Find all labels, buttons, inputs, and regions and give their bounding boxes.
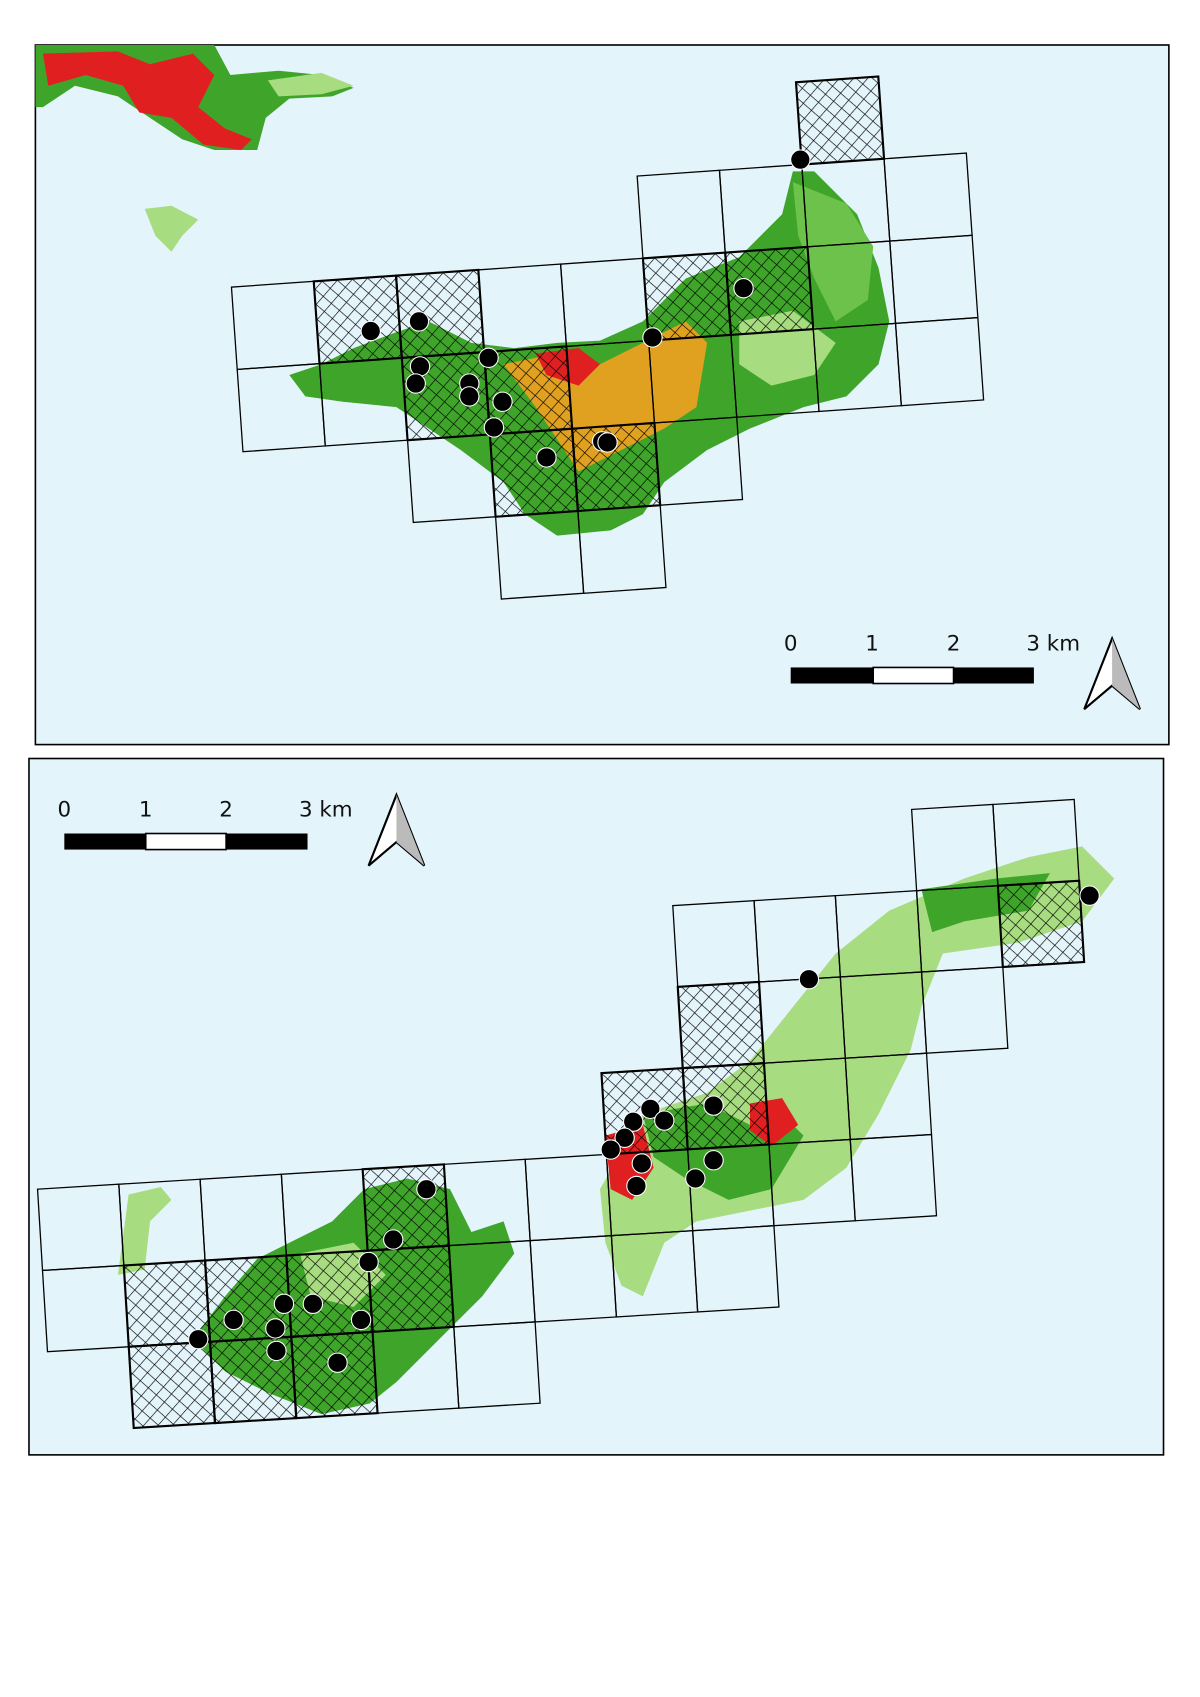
scale-label: 3 km <box>299 797 353 822</box>
site-dot <box>383 1229 404 1250</box>
site-dot <box>790 149 811 170</box>
site-dot <box>798 969 820 990</box>
site-dot <box>266 1340 287 1362</box>
urban-area <box>42 51 252 150</box>
site-dot <box>459 386 480 407</box>
site-dot <box>623 1111 644 1132</box>
vegetation <box>267 72 354 97</box>
site-dot <box>654 1110 675 1131</box>
site-dot <box>703 1095 724 1116</box>
site-dot <box>640 1098 661 1120</box>
site-dot <box>614 1127 635 1148</box>
site-dot <box>273 1293 295 1314</box>
hatched-cell <box>394 268 486 360</box>
site-dot <box>703 1150 724 1171</box>
site-dot <box>631 1153 652 1174</box>
scale-label: 3 km <box>1026 631 1080 656</box>
grid-cell <box>577 504 667 594</box>
site-dot <box>597 432 618 453</box>
site-dot <box>642 327 663 348</box>
scale-label: 0 <box>58 797 72 822</box>
islet <box>144 205 199 252</box>
hatched-cell <box>290 1330 379 1420</box>
sites <box>188 885 1100 1373</box>
hatched-cell <box>361 1163 451 1252</box>
scale-label: 1 <box>865 631 879 656</box>
hatched-cell <box>641 251 733 342</box>
hatched-cell <box>312 274 403 365</box>
site-dot <box>409 356 431 377</box>
site-dot <box>733 278 754 299</box>
site-dot <box>265 1318 286 1339</box>
grid-cell <box>653 416 744 506</box>
scale-label: 1 <box>139 797 153 822</box>
site-dot <box>223 1309 244 1331</box>
hatched-cell <box>996 879 1086 969</box>
scale-label: 2 <box>947 631 961 656</box>
site-dot <box>327 1352 348 1373</box>
site-dot <box>478 347 499 369</box>
site-dot <box>358 1251 379 1273</box>
site-dot <box>536 447 557 468</box>
scale-bar: 0 1 2 3 km <box>784 631 1080 685</box>
hatched-cell <box>488 427 580 518</box>
grid-cell <box>691 1225 780 1313</box>
islet <box>117 1187 172 1275</box>
site-dot <box>492 391 513 412</box>
site-dot <box>350 1309 372 1331</box>
site-dot <box>408 311 430 332</box>
grid-cell <box>849 1133 938 1222</box>
hatched-cell <box>676 980 766 1070</box>
scale-bar: 0 1 2 3 km <box>58 797 353 851</box>
site-dot <box>1079 885 1100 906</box>
hatched-cell <box>366 1244 455 1333</box>
grid-cell <box>453 1321 541 1409</box>
vegetation <box>792 182 874 322</box>
scale-label: 0 <box>784 631 798 656</box>
hatched-cell <box>794 75 886 166</box>
hatched-cell <box>127 1340 217 1430</box>
hatched-cell <box>681 1062 771 1151</box>
scale-label: 2 <box>219 797 233 822</box>
grid-cell <box>920 966 1009 1054</box>
bottom-map: 0 1 2 3 km <box>28 757 1165 1456</box>
site-dot <box>405 373 426 394</box>
grid-cell <box>894 316 985 407</box>
top-map: 0 1 2 3 km <box>34 44 1170 746</box>
north-arrow <box>1083 635 1141 711</box>
site-dot <box>685 1168 706 1189</box>
site-dot <box>188 1328 209 1350</box>
site-dot <box>483 417 505 438</box>
hatched-cell <box>570 421 662 513</box>
north-arrow <box>367 792 426 867</box>
site-dot <box>626 1175 647 1197</box>
site-dot <box>360 320 381 342</box>
site-dot <box>416 1179 437 1200</box>
grid <box>230 75 985 600</box>
site-dot <box>600 1139 621 1160</box>
site-dot <box>302 1293 324 1314</box>
sites <box>360 149 811 468</box>
